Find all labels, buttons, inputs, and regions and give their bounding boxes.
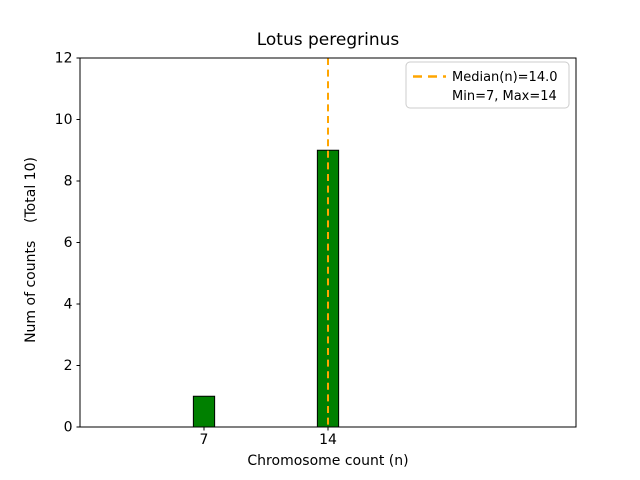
- bar-n7: [192, 395, 216, 428]
- y-tick-label: 12: [55, 51, 73, 67]
- y-tick-label: 8: [64, 174, 73, 190]
- y-tick-label: 6: [64, 235, 73, 251]
- x-tick-label: 14: [319, 432, 337, 448]
- chart-title: Lotus peregrinus: [257, 30, 400, 50]
- x-tick-label: 7: [200, 432, 209, 448]
- y-axis-label: Num of counts (Total 10): [23, 157, 39, 343]
- legend-label-minmax: Min=7, Max=14: [452, 89, 557, 104]
- x-axis-label: Chromosome count (n): [247, 453, 408, 469]
- y-tick-label: 2: [64, 358, 73, 374]
- y-tick-label: 4: [64, 297, 73, 313]
- legend-box: [405, 61, 570, 109]
- plot-area: 0 2 4 6 8 10 12 7 14: [55, 51, 577, 448]
- legend-label-median: Median(n)=14.0: [452, 70, 558, 85]
- y-tick-label: 10: [55, 112, 73, 128]
- legend: Median(n)=14.0 Min=7, Max=14: [405, 61, 570, 109]
- y-tick-label: 0: [64, 420, 73, 436]
